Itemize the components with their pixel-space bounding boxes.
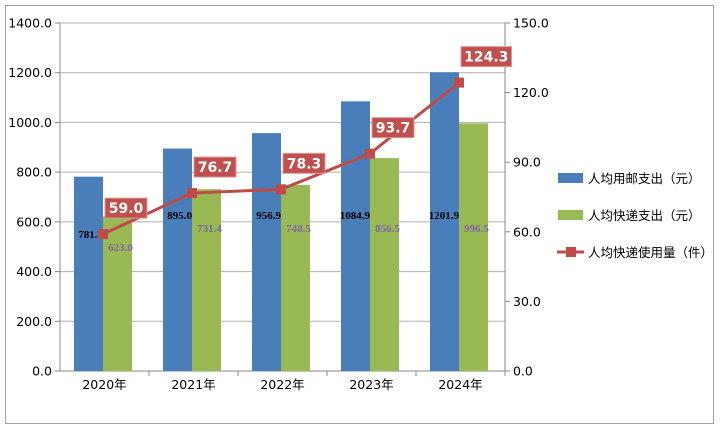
left-tick-label: 1400.0	[8, 16, 52, 31]
bar-postal-3	[341, 101, 370, 371]
bar-data-label: 996.5	[464, 223, 489, 235]
legend-marker	[566, 247, 576, 257]
legend-label: 人均快递支出（元）	[588, 208, 701, 223]
bar-data-label: 781.8	[78, 229, 103, 241]
line-label-box	[193, 156, 237, 178]
bar-express-2	[281, 184, 310, 371]
bar-data-label: 748.5	[286, 223, 311, 235]
x-tick-label: 2023年	[349, 377, 393, 392]
x-tick-label: 2020年	[82, 377, 126, 392]
bar-data-label: 1201.9	[429, 210, 460, 222]
bar-express-3	[370, 158, 399, 371]
left-tick-label: 200.0	[16, 314, 52, 329]
line-data-label: 76.7	[198, 160, 233, 176]
right-tick-label: 60.0	[513, 224, 541, 239]
left-tick-label: 800.0	[16, 165, 52, 180]
line-marker-3	[365, 148, 375, 159]
line-data-label: 59.0	[109, 201, 144, 217]
line-data-label: 124.3	[464, 50, 508, 66]
line-marker-2	[276, 184, 286, 195]
line-marker-0	[98, 229, 108, 240]
left-tick-label: 1200.0	[8, 65, 52, 80]
line-marker-1	[187, 188, 197, 199]
bar-postal-0	[74, 176, 103, 371]
bar-data-label: 1084.9	[340, 210, 371, 222]
right-tick-label: 30.0	[513, 294, 541, 309]
right-tick-label: 150.0	[513, 16, 549, 31]
bar-data-label: 856.5	[375, 223, 400, 235]
left-tick-label: 400.0	[16, 264, 52, 279]
right-tick-label: 90.0	[513, 155, 541, 170]
bar-express-1	[192, 189, 221, 371]
left-tick-label: 0.0	[32, 364, 52, 379]
bar-postal-1	[163, 148, 192, 371]
line-data-label: 93.7	[376, 121, 411, 137]
line-label-box	[460, 46, 512, 68]
legend-swatch	[558, 210, 583, 220]
line-label-box	[282, 152, 326, 174]
x-tick-label: 2022年	[260, 377, 304, 392]
bar-postal-4	[430, 72, 459, 371]
legend-swatch	[558, 173, 583, 183]
right-tick-label: 0.0	[513, 364, 533, 379]
bar-data-label: 731.4	[197, 223, 222, 235]
bar-postal-2	[252, 133, 281, 371]
x-tick-label: 2024年	[438, 377, 482, 392]
line-marker-4	[454, 77, 464, 88]
line-label-box	[371, 117, 415, 139]
bar-data-label: 895.0	[167, 210, 192, 222]
left-tick-label: 600.0	[16, 214, 52, 229]
left-tick-label: 1000.0	[8, 115, 52, 130]
legend-label: 人均快递使用量（件）	[588, 245, 713, 260]
bar-express-0	[103, 216, 132, 371]
line-data-label: 78.3	[287, 156, 322, 172]
right-tick-label: 120.0	[513, 85, 549, 100]
x-tick-label: 2021年	[171, 377, 215, 392]
line-label-box	[104, 197, 148, 219]
legend-label: 人均用邮支出（元）	[588, 171, 701, 186]
bar-data-label: 956.9	[256, 210, 281, 222]
bar-express-4	[459, 123, 488, 371]
bar-data-label: 623.0	[108, 242, 133, 254]
